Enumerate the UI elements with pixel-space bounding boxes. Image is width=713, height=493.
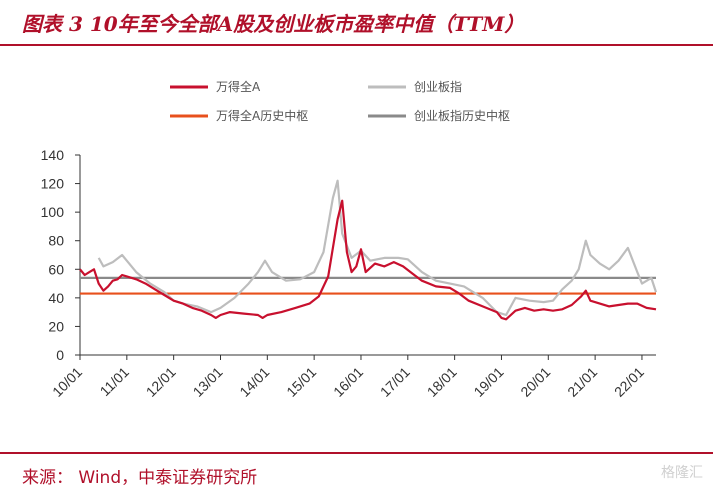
- y-tick-label: 100: [41, 204, 65, 220]
- y-tick-label: 0: [56, 347, 64, 363]
- series-line: [79, 199, 657, 321]
- x-tick-label: 13/01: [190, 364, 226, 400]
- y-tick-label: 80: [48, 233, 64, 249]
- source-rule: [0, 452, 713, 454]
- x-tick-label: 10/01: [49, 364, 85, 400]
- y-tick-label: 140: [41, 147, 65, 163]
- y-tick-label: 60: [48, 261, 64, 277]
- x-tick-label: 15/01: [283, 364, 319, 400]
- source-text: 来源： Wind，中泰证券研究所: [22, 468, 258, 488]
- series-line: [97, 179, 658, 317]
- x-tick-label: 18/01: [424, 364, 460, 400]
- chart-title: 图表 3 10年至今全部A股及创业板市盈率中值（TTM）: [22, 12, 525, 36]
- legend-label: 创业板指: [414, 79, 462, 94]
- x-tick-label: 11/01: [97, 364, 133, 400]
- x-tick-label: 12/01: [143, 364, 179, 400]
- axes: 0 20 40 60 80 100 120 140 10/01 11/01 12/01 13/01 14…: [41, 147, 656, 400]
- x-tick-label: 22/01: [611, 364, 647, 400]
- x-tick-label: 17/01: [377, 364, 413, 400]
- legend-label: 万得全A历史中枢: [216, 108, 308, 123]
- legend-label: 万得全A: [216, 79, 261, 94]
- title-bar: 图表 3 10年至今全部A股及创业板市盈率中值（TTM）: [0, 0, 713, 44]
- series-layer: [79, 179, 658, 321]
- title-rule: [0, 44, 713, 46]
- x-tick-label: 19/01: [470, 364, 506, 400]
- legend-label: 创业板指历史中枢: [414, 108, 510, 123]
- x-tick-label: 14/01: [236, 364, 272, 400]
- y-tick-label: 120: [41, 176, 65, 192]
- y-tick-label: 20: [48, 318, 64, 334]
- watermark: 格隆汇: [661, 465, 703, 481]
- x-tick-label: 21/01: [564, 364, 600, 400]
- x-tick-label: 16/01: [330, 364, 366, 400]
- x-tick-label: 20/01: [517, 364, 553, 400]
- y-tick-label: 40: [48, 290, 64, 306]
